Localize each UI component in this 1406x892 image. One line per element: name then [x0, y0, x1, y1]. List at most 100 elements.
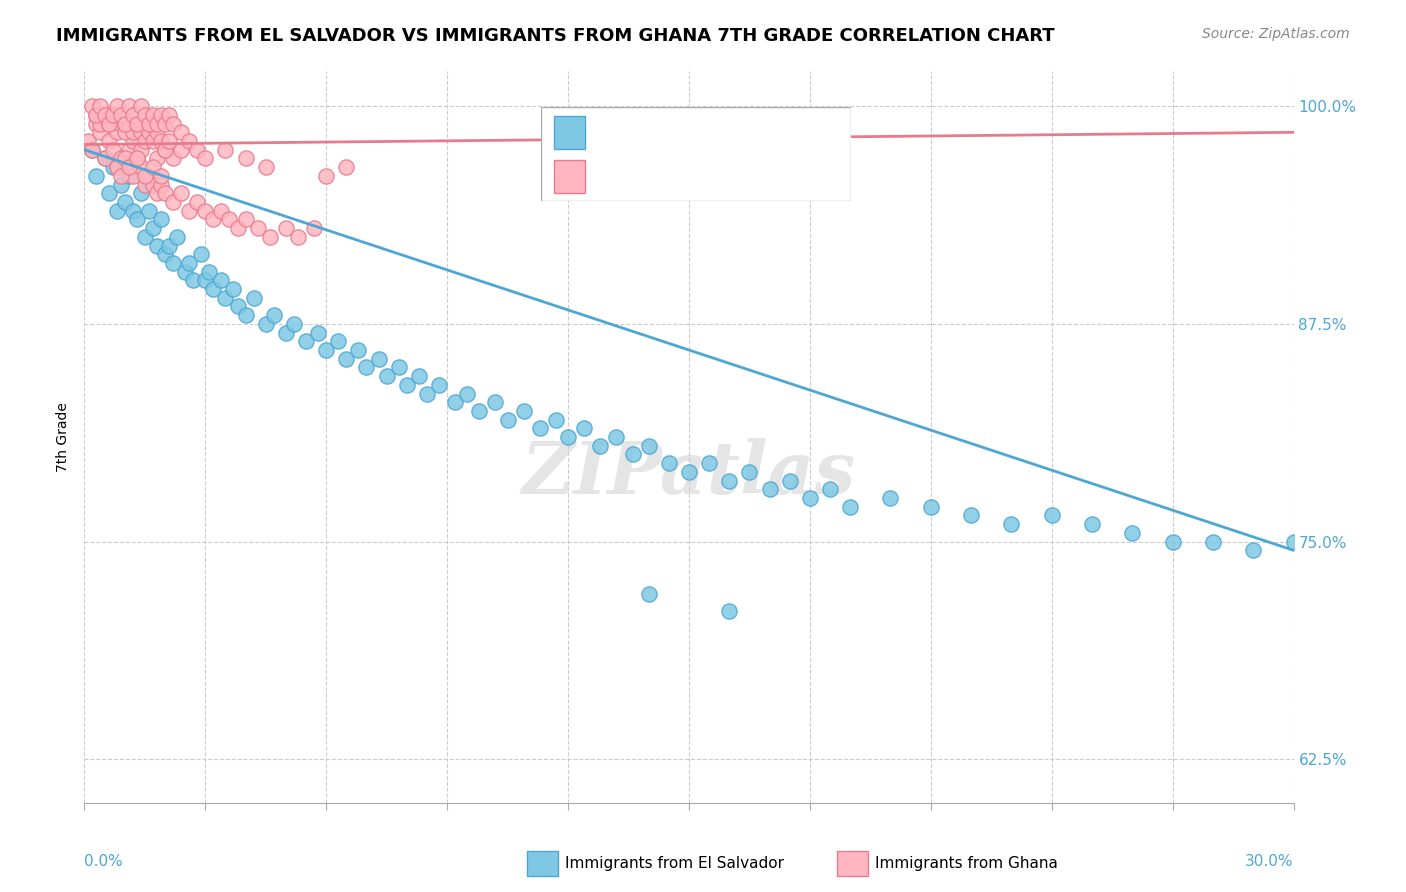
Point [1000, 517, 1022, 532]
Point [335, 351, 357, 366]
Point [129, 99, 152, 113]
Text: IMMIGRANTS FROM EL SALVADOR VS IMMIGRANTS FROM GHANA 7TH GRADE CORRELATION CHART: IMMIGRANTS FROM EL SALVADOR VS IMMIGRANT… [56, 27, 1054, 45]
Point [637, 439, 659, 453]
Point [544, 412, 567, 426]
Point [118, 117, 141, 131]
Point [97, 186, 120, 201]
Point [226, 300, 249, 314]
Text: R =: R = [598, 169, 633, 186]
Point [274, 221, 297, 235]
Point [93, 152, 115, 166]
Point [125, 117, 148, 131]
Point [142, 134, 165, 148]
Point [138, 169, 160, 183]
Point [121, 125, 143, 139]
Point [105, 160, 128, 174]
Point [157, 134, 180, 148]
Point [202, 282, 225, 296]
Point [86, 108, 108, 122]
Point [89, 117, 111, 131]
Point [198, 265, 221, 279]
Point [149, 212, 172, 227]
Point [186, 194, 208, 209]
Point [190, 247, 212, 261]
Point [367, 351, 389, 366]
Point [118, 99, 141, 113]
Text: R =: R = [598, 123, 633, 141]
Point [118, 143, 141, 157]
Point [1121, 525, 1143, 540]
Text: Source: ZipAtlas.com: Source: ZipAtlas.com [1202, 27, 1350, 41]
Text: 0.0%: 0.0% [84, 854, 124, 869]
Point [235, 212, 257, 227]
Point [444, 395, 467, 409]
Point [209, 203, 232, 218]
Point [1040, 508, 1063, 523]
Point [214, 143, 236, 157]
Point [920, 500, 942, 514]
Point [157, 108, 180, 122]
Point [302, 221, 325, 235]
Point [149, 134, 172, 148]
Point [274, 326, 297, 340]
Point [134, 178, 156, 192]
Point [110, 152, 132, 166]
Point [181, 273, 204, 287]
Point [125, 117, 148, 131]
Point [105, 125, 128, 139]
Point [101, 108, 124, 122]
Point [89, 125, 111, 139]
Point [153, 143, 176, 157]
Point [799, 491, 821, 505]
Point [93, 108, 115, 122]
Point [779, 474, 801, 488]
Point [254, 317, 277, 331]
Point [718, 474, 741, 488]
Point [142, 221, 165, 235]
Point [162, 117, 184, 131]
Point [89, 99, 111, 113]
Point [1282, 534, 1305, 549]
Point [134, 108, 156, 122]
Point [529, 421, 551, 435]
Point [758, 483, 780, 497]
Point [572, 421, 595, 435]
Point [162, 152, 184, 166]
Point [456, 386, 478, 401]
Point [621, 448, 644, 462]
Point [235, 152, 257, 166]
Point [86, 117, 108, 131]
Point [86, 169, 108, 183]
Point [839, 500, 862, 514]
Text: N = 89: N = 89 [727, 123, 785, 141]
Point [146, 117, 169, 131]
Point [105, 160, 128, 174]
Point [153, 143, 176, 157]
Point [283, 317, 305, 331]
Point [218, 212, 240, 227]
FancyBboxPatch shape [541, 107, 851, 201]
Point [125, 212, 148, 227]
Point [960, 508, 983, 523]
Point [82, 143, 104, 157]
Point [118, 169, 141, 183]
Point [162, 194, 184, 209]
Point [226, 221, 249, 235]
Point [658, 456, 681, 470]
Text: Immigrants from Ghana: Immigrants from Ghana [875, 856, 1057, 871]
Point [121, 108, 143, 122]
Point [82, 143, 104, 157]
Point [149, 108, 172, 122]
Point [484, 395, 506, 409]
Point [146, 152, 169, 166]
Point [395, 377, 418, 392]
Point [142, 108, 165, 122]
Point [209, 273, 232, 287]
Point [179, 134, 201, 148]
Point [347, 343, 370, 357]
Point [86, 108, 108, 122]
Point [129, 160, 152, 174]
Point [121, 134, 143, 148]
Point [335, 160, 357, 174]
Point [114, 152, 136, 166]
